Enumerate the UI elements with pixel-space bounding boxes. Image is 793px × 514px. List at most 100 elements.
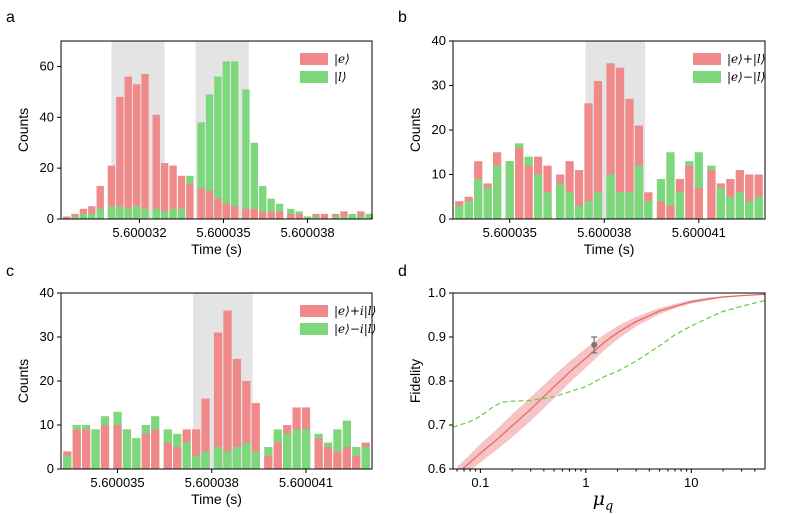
panel-b-chart: 5.600035 5.600038 5.600041 0 10 20 30 40 Counts T… (407, 33, 766, 257)
y-tick-label: 0 (47, 211, 54, 226)
bar-green (287, 208, 295, 219)
legend-label-red: |e⟩+|l⟩ (727, 52, 765, 66)
bar-green (333, 429, 342, 469)
bar-green (71, 216, 79, 219)
bar-red (666, 205, 675, 219)
bar-green (694, 152, 703, 219)
bar-green (361, 447, 370, 469)
bar-green (754, 196, 763, 219)
bar-red (223, 310, 232, 469)
bar-green (556, 183, 565, 219)
bar-green (340, 216, 348, 219)
bar-red (124, 76, 132, 219)
bar-green (91, 429, 100, 469)
bar-red (62, 216, 71, 219)
legend-swatch-red (300, 305, 328, 317)
y-tick-label: 0.6 (428, 461, 446, 476)
bar-red (242, 208, 250, 219)
bar-green (342, 420, 351, 469)
bar-red (275, 211, 284, 219)
bar-red (232, 359, 242, 469)
bar-red (342, 447, 351, 469)
bar-green (615, 192, 625, 219)
x-tick-label: 10 (684, 475, 698, 490)
bar-red (352, 455, 361, 469)
bar-red (79, 208, 88, 219)
bar-red (88, 206, 96, 219)
bar-red (197, 188, 205, 219)
y-axis-label: Fidelity (407, 359, 423, 403)
legend-label-red: |e⟩ (334, 52, 350, 66)
y-tick-label: 20 (432, 122, 446, 137)
bar-red (745, 174, 754, 219)
y-tick-label: 20 (40, 160, 54, 175)
bar-red (163, 442, 172, 469)
bar-green (716, 187, 726, 219)
x-axis-label: Time (s) (191, 491, 242, 507)
bar-green (666, 152, 675, 219)
x-axis-label-subscript: q (605, 499, 613, 514)
bar-red (615, 67, 625, 219)
bar-red (82, 429, 91, 469)
bar-green (584, 201, 593, 219)
plot-area (453, 293, 765, 469)
bar-red (323, 447, 333, 469)
bar-red (584, 103, 593, 219)
y-tick-label: 30 (40, 329, 54, 344)
bar-red (96, 185, 104, 219)
bar-red (191, 429, 201, 469)
legend-label-green: |e⟩−i|l⟩ (334, 322, 376, 336)
bar-green (88, 213, 96, 219)
bar-green (606, 174, 615, 219)
bar-green (357, 216, 365, 219)
y-tick-label: 30 (432, 78, 446, 93)
bar-green (107, 206, 116, 219)
bar-green (348, 213, 357, 219)
y-tick-label: 1.0 (428, 285, 446, 300)
bar-green (116, 206, 124, 219)
bar-green (259, 185, 267, 219)
bar-green (745, 201, 754, 219)
bar-green (122, 429, 132, 469)
bar-green (312, 216, 320, 219)
bar-green (222, 61, 230, 219)
bar-green (656, 178, 666, 219)
bar-green (223, 451, 232, 469)
bar-red (107, 165, 116, 219)
bar-red (177, 175, 186, 219)
bar-red (169, 165, 177, 219)
bar-red (151, 429, 160, 469)
bar-green (177, 208, 186, 219)
bar-green (675, 192, 685, 219)
data-point (591, 341, 598, 348)
bar-green (625, 192, 634, 219)
bar-red (213, 332, 223, 469)
bar-green (492, 165, 502, 219)
x-tick-label: 5.600038 (185, 475, 239, 490)
bar-red (186, 183, 194, 219)
bar-green (267, 198, 275, 219)
bar-green (132, 206, 141, 219)
x-tick-label: 5.600035 (196, 225, 250, 240)
bar-red (357, 211, 365, 219)
bar-red (340, 211, 348, 219)
bar-red (267, 211, 275, 219)
bar-red (173, 447, 182, 469)
y-tick-label: 0 (439, 211, 446, 226)
x-tick-label: 1 (582, 475, 589, 490)
y-tick-label: 40 (432, 33, 446, 48)
plot-frame (60, 40, 373, 220)
bar-red (287, 213, 295, 219)
bar-red (250, 208, 259, 219)
y-tick-label: 60 (40, 58, 54, 73)
bar-red (656, 201, 666, 219)
x-tick-label: 5.600041 (279, 475, 333, 490)
x-axis-label: μq (593, 488, 614, 514)
y-tick-label: 0.7 (428, 417, 446, 432)
legend-swatch-red (693, 53, 721, 65)
legend-swatch-red (300, 53, 328, 65)
bar-red (100, 425, 110, 469)
bar-green (331, 216, 340, 219)
panel-c-chart: 5.600035 5.600038 5.600041 0 10 20 30 40 Counts T… (15, 285, 376, 507)
bar-green (242, 89, 250, 219)
